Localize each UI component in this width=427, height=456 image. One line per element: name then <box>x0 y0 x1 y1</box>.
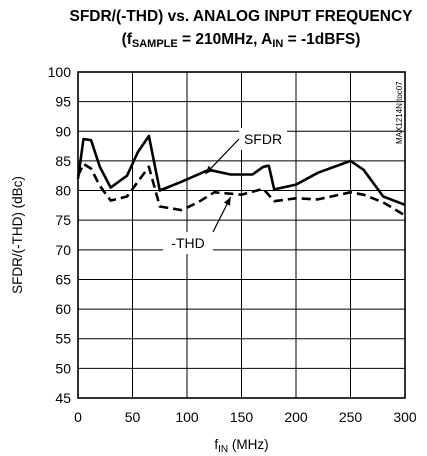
title-pre: (f <box>122 31 133 48</box>
x-tick-label: 100 <box>175 409 199 425</box>
annotation-sfdr-arrowhead <box>205 165 214 174</box>
annotation-sfdr-arrow-line <box>205 138 240 175</box>
annotation-sfdr-label: SFDR <box>244 131 282 147</box>
y-tick-labels: 45 50 55 60 65 70 75 80 85 90 95 100 <box>48 64 72 406</box>
y-tick-label: 65 <box>55 271 71 287</box>
watermark-label: MAX1214N toc07 <box>395 81 404 144</box>
y-tick-label: 85 <box>55 153 71 169</box>
y-tick-label: 55 <box>55 331 71 347</box>
title-sub-in: IN <box>272 38 283 50</box>
title-post: = -1dBFS) <box>283 31 360 48</box>
annotation-thd-arrowhead <box>223 197 231 206</box>
y-tick-label: 95 <box>55 94 71 110</box>
x-tick-label: 50 <box>125 409 141 425</box>
y-tick-label: 90 <box>55 123 71 139</box>
y-tick-label: 45 <box>55 390 71 406</box>
y-axis-label: SFDR/(-THD) (dBc) <box>10 176 25 294</box>
y-tick-label: 60 <box>55 301 71 317</box>
plot-frame <box>77 71 406 399</box>
annotations: SFDR -THD <box>163 128 287 254</box>
series-lines <box>76 134 406 217</box>
series-sfdr-line <box>76 134 406 207</box>
grid-lines <box>78 72 405 398</box>
xlabel-post: (MHz) <box>228 437 269 452</box>
title-sub-sample: SAMPLE <box>132 38 178 50</box>
xlabel-main: f <box>214 437 218 452</box>
y-tick-label: 100 <box>48 64 72 80</box>
x-tick-label: 250 <box>339 409 363 425</box>
y-tick-label: 80 <box>55 183 71 199</box>
y-tick-label: 70 <box>55 242 71 258</box>
y-tick-label: 75 <box>55 212 71 228</box>
chart-title-line2: (fSAMPLE = 210MHz, AIN = -1dBFS) <box>122 31 361 50</box>
x-tick-labels: 0 50 100 150 200 250 300 <box>74 409 417 425</box>
x-axis-label: fIN (MHz) <box>214 437 268 455</box>
x-tick-label: 300 <box>393 409 417 425</box>
x-tick-label: 0 <box>74 409 82 425</box>
xlabel-sub: IN <box>218 444 228 455</box>
annotation-thd-box <box>163 232 213 254</box>
title-mid: = 210MHz, A <box>178 31 273 48</box>
annotation-thd-label: -THD <box>171 235 204 251</box>
x-tick-label: 150 <box>230 409 254 425</box>
annotation-sfdr-box <box>239 128 287 150</box>
x-tick-label: 200 <box>284 409 308 425</box>
series-thd-line <box>76 162 406 217</box>
chart-title-line1: SFDR/(-THD) vs. ANALOG INPUT FREQUENCY <box>69 8 413 25</box>
y-tick-label: 50 <box>55 360 71 376</box>
